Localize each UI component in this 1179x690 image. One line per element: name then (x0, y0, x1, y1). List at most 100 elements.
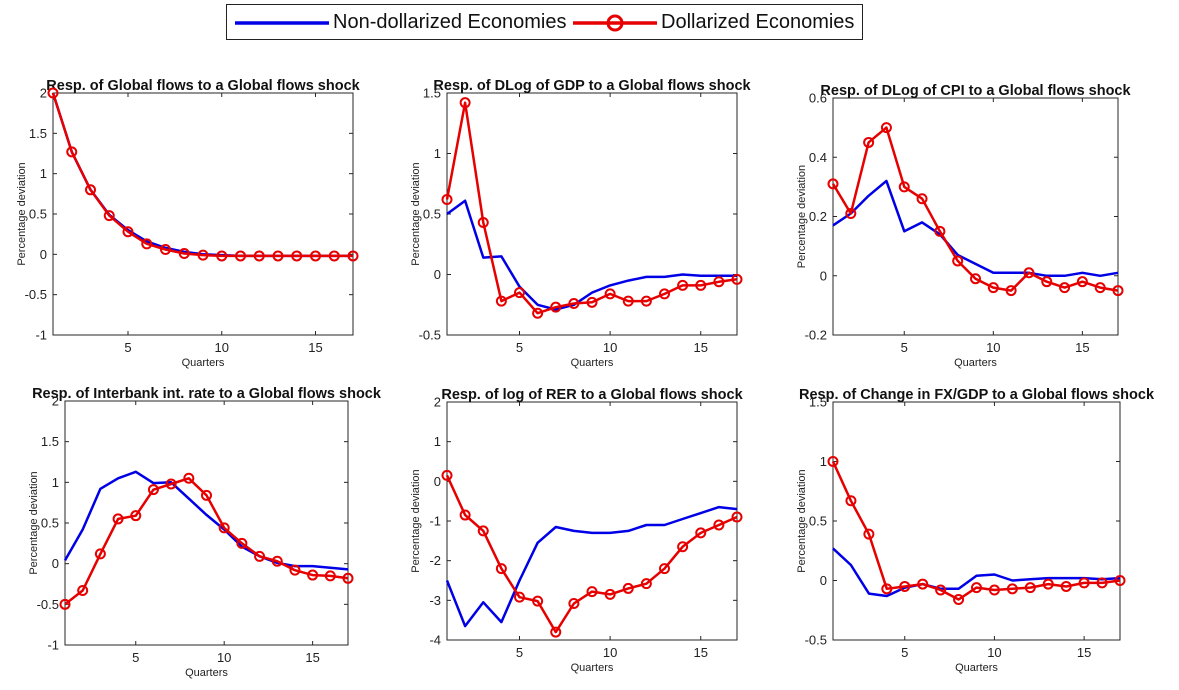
data-point-dollarized (622, 295, 634, 307)
data-point-dollarized (550, 301, 562, 313)
y-tick-label: 1 (40, 166, 47, 181)
data-point-dollarized (1076, 276, 1088, 288)
y-tick-label: 1.5 (29, 126, 47, 141)
chart-1: 5 10 15 -1 -0.5 0 0.5 1 1.5 2 Resp. of Global flow… (16, 78, 361, 369)
data-point-dollarized (253, 250, 265, 262)
data-point-dollarized (952, 255, 964, 267)
data-point-dollarized (66, 146, 78, 158)
axes-box (832, 401, 1121, 641)
chart-title: Resp. of Change in FX/GDP to a Global fl… (799, 387, 1155, 403)
data-point-dollarized (183, 472, 195, 484)
data-point-dollarized (310, 250, 321, 262)
series-non-dollarized-line (446, 199, 737, 311)
data-point-dollarized (568, 598, 580, 610)
data-point-dollarized (271, 555, 283, 567)
y-tick-label: 2 (40, 86, 47, 101)
y-axis-label: Percentage deviation (796, 165, 808, 268)
y-tick-label: 0.5 (29, 207, 47, 222)
y-tick-label: 2 (52, 394, 59, 409)
data-point-dollarized (147, 484, 159, 496)
y-tick-label: -3 (429, 593, 441, 608)
data-point-dollarized (1096, 577, 1108, 589)
data-point-dollarized (953, 594, 965, 606)
data-point-dollarized (971, 582, 982, 594)
data-point-dollarized (130, 510, 142, 522)
data-point-dollarized (514, 591, 525, 603)
x-tick-label: 5 (124, 340, 131, 355)
data-point-dollarized (441, 469, 453, 481)
x-tick-label: 15 (1075, 340, 1089, 355)
y-tick-label: 0.6 (809, 91, 827, 106)
data-point-dollarized (827, 456, 839, 467)
data-point-dollarized (216, 250, 228, 262)
series-non-dollarized-line (51, 92, 353, 258)
data-point-dollarized (695, 279, 707, 291)
y-axis-label: Percentage deviation (796, 469, 808, 572)
data-point-dollarized (934, 225, 946, 237)
y-tick-label: 0.5 (41, 516, 59, 531)
data-point-dollarized (307, 569, 319, 581)
x-axis-label: Quarters (185, 667, 228, 679)
data-point-dollarized (1078, 577, 1090, 589)
data-point-dollarized (1042, 578, 1054, 590)
y-tick-label: 1.5 (423, 86, 441, 101)
y-tick-label: 2 (434, 395, 441, 410)
x-tick-label: 10 (603, 645, 617, 660)
series-non-dollarized-line (445, 505, 738, 628)
y-tick-label: 1 (820, 454, 827, 469)
data-point-dollarized (459, 97, 471, 109)
data-point-dollarized (731, 273, 743, 285)
x-tick-label: 10 (987, 645, 1001, 660)
x-tick-label: 10 (215, 340, 229, 355)
data-point-dollarized (459, 509, 471, 521)
x-tick-label: 15 (694, 645, 708, 660)
y-axis-label: Percentage deviation (410, 469, 422, 572)
series-dollarized-line (64, 477, 349, 606)
data-point-dollarized (640, 295, 652, 307)
x-axis-label: Quarters (182, 357, 225, 369)
series-non-dollarized-line (832, 179, 1119, 278)
chart-title: Resp. of Global flows to a Global flows … (46, 78, 360, 94)
x-tick-label: 5 (901, 340, 908, 355)
axes-box (52, 92, 354, 336)
data-point-dollarized (659, 288, 670, 300)
series-non-dollarized-line (832, 547, 1121, 598)
data-point-dollarized (988, 584, 1000, 596)
data-point-dollarized (495, 295, 507, 307)
data-point-dollarized (622, 582, 634, 594)
x-tick-label: 15 (1077, 645, 1091, 660)
legend-label-non-dollarized: Non-dollarized Economies (333, 11, 567, 33)
data-point-dollarized (677, 279, 689, 291)
data-point-dollarized (898, 181, 910, 193)
data-point-dollarized (731, 511, 743, 523)
data-point-dollarized (935, 584, 947, 596)
legend: Non-dollarized Economies Dollarized Econ… (226, 4, 863, 40)
y-tick-label: 1.5 (41, 434, 59, 449)
data-point-dollarized (103, 210, 115, 222)
data-point-dollarized (272, 250, 284, 262)
x-tick-label: 5 (516, 645, 523, 660)
data-point-dollarized (77, 585, 89, 597)
data-point-dollarized (47, 87, 59, 99)
x-tick-label: 10 (217, 650, 231, 665)
data-point-dollarized (254, 550, 266, 562)
y-axis-label: Percentage deviation (16, 162, 28, 265)
data-point-dollarized (197, 249, 209, 261)
y-tick-label: -0.5 (25, 287, 47, 302)
data-point-dollarized (677, 541, 689, 553)
data-point-dollarized (604, 288, 616, 300)
data-point-dollarized (640, 578, 652, 590)
data-point-dollarized (218, 522, 230, 534)
x-axis-label: Quarters (571, 662, 614, 674)
data-point-dollarized (141, 238, 153, 250)
data-point-dollarized (160, 243, 171, 255)
y-tick-label: 0 (820, 573, 827, 588)
y-tick-label: -0.2 (805, 328, 827, 343)
y-tick-label: 0.5 (423, 207, 441, 222)
y-axis-label: Percentage deviation (410, 162, 422, 265)
data-point-dollarized (695, 527, 707, 539)
data-point-dollarized (586, 296, 598, 308)
data-point-dollarized (477, 525, 489, 537)
